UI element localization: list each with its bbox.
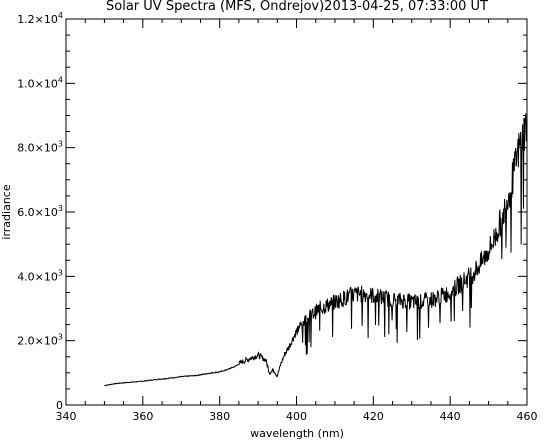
y-tick-label: 2.0×103 [17,333,63,348]
x-tick-label: 460 [517,410,538,423]
x-axis-label: wavelength (nm) [250,427,344,440]
y-tick-label: 4.0×103 [17,268,63,283]
y-axis-label: irradiance [0,184,13,239]
x-tick-label: 400 [286,410,307,423]
y-tick-label: 1.0×104 [17,75,63,90]
x-tick-label: 420 [363,410,384,423]
x-tick-label: 380 [209,410,230,423]
y-tick-label: 6.0×103 [17,204,63,219]
y-tick-label: 1.2×104 [17,11,63,26]
y-axis: 0 2.0×103 4.0×103 6.0×103 8.0×103 1.0×104 1.2×… [17,11,527,412]
x-tick-label: 440 [440,410,461,423]
series-line [104,113,528,387]
x-axis: 340 360 380 400 420 440 460 [56,19,538,423]
x-tick-label: 340 [56,410,77,423]
y-tick-label: 0 [56,399,63,412]
chart-title: Solar UV Spectra (MFS, Ondrejov)2013-04-… [106,0,488,14]
y-tick-label: 8.0×103 [17,140,63,155]
plot-frame [65,18,528,406]
x-tick-label: 360 [132,410,153,423]
